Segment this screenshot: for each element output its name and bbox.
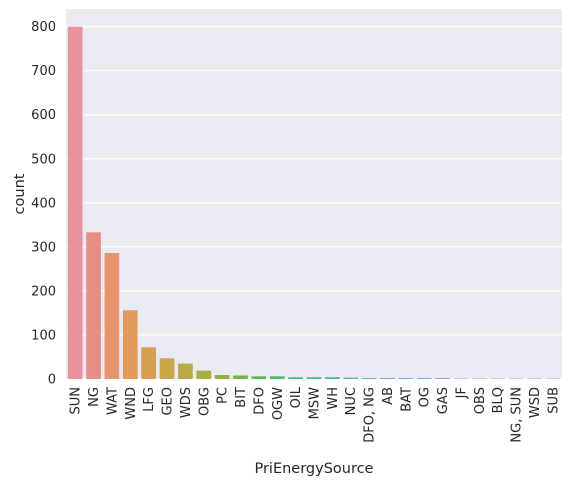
y-tick-label: 600 xyxy=(31,108,56,123)
y-tick-label: 800 xyxy=(31,20,56,35)
x-tick-labels: SUN NG WAT WND LFG GEO WDS OBG PC BIT DFO OGW OIL MSW… xyxy=(69,386,562,443)
bar-og xyxy=(416,378,432,379)
bar-msw xyxy=(306,377,322,379)
y-tick-label: 200 xyxy=(31,284,56,299)
x-tick-label: SUB xyxy=(546,387,561,414)
y-tick-labels: 0 100 200 300 400 500 600 700 800 xyxy=(31,20,56,387)
gridlines xyxy=(66,26,562,380)
bar-geo xyxy=(159,358,175,379)
x-tick-label: OG xyxy=(418,387,433,407)
x-tick-label: DFO, NG xyxy=(363,387,378,443)
bar-sun xyxy=(67,26,83,379)
bar-ng xyxy=(86,232,101,379)
bar-gas xyxy=(435,378,450,379)
x-tick-label: LFG xyxy=(142,387,157,412)
x-tick-label: GAS xyxy=(436,387,451,414)
y-axis-label: count xyxy=(12,173,28,214)
y-tick-label: 500 xyxy=(31,152,56,167)
bar-oil xyxy=(288,377,303,379)
x-tick-label: BLQ xyxy=(491,387,506,413)
bars xyxy=(67,26,561,379)
x-tick-label: WH xyxy=(326,387,341,410)
bar-pc xyxy=(214,375,230,379)
x-tick-label: NG xyxy=(87,387,102,407)
x-tick-label: DFO xyxy=(252,387,267,415)
plot-area xyxy=(66,9,562,379)
x-tick-label: SUN xyxy=(69,387,84,415)
y-tick-label: 100 xyxy=(31,328,56,343)
x-tick-label: WDS xyxy=(179,387,194,418)
bar-bat xyxy=(398,378,414,379)
x-tick-label: NG, SUN xyxy=(510,387,525,443)
x-tick-label: WSD xyxy=(528,387,543,418)
bar-obg xyxy=(196,370,212,379)
x-tick-label: BAT xyxy=(399,387,414,412)
y-tick-label: 400 xyxy=(31,196,56,211)
x-tick-label: NUC xyxy=(344,387,359,415)
bar-dfo-ng xyxy=(361,378,377,379)
bar-nuc xyxy=(343,377,359,379)
x-tick-label: OBG xyxy=(197,387,212,416)
bar-dfo xyxy=(251,376,267,379)
bar-ogw xyxy=(269,376,285,379)
x-tick-label: JF xyxy=(454,387,469,399)
x-tick-label: WND xyxy=(124,387,139,420)
y-tick-label: 0 xyxy=(48,373,56,388)
bar-ab xyxy=(380,378,395,379)
x-tick-label: MSW xyxy=(308,387,323,419)
bar-lfg xyxy=(141,347,157,379)
x-tick-label: PC xyxy=(216,387,231,404)
x-tick-label: WAT xyxy=(105,387,120,415)
x-tick-label: GEO xyxy=(161,387,176,416)
bar-wh xyxy=(325,377,340,379)
x-tick-label: AB xyxy=(381,387,396,405)
bar-wat xyxy=(104,253,120,379)
bar-bit xyxy=(233,375,248,379)
x-tick-label: OGW xyxy=(271,387,286,420)
x-tick-label: OBS xyxy=(473,387,488,414)
bar-wnd xyxy=(122,310,138,379)
y-tick-label: 700 xyxy=(31,64,56,79)
x-tick-label: BIT xyxy=(234,387,249,408)
bar-wds xyxy=(178,363,193,379)
x-tick-label: OIL xyxy=(289,386,304,408)
x-axis-label: PriEnergySource xyxy=(254,461,373,477)
y-tick-label: 300 xyxy=(31,240,56,255)
